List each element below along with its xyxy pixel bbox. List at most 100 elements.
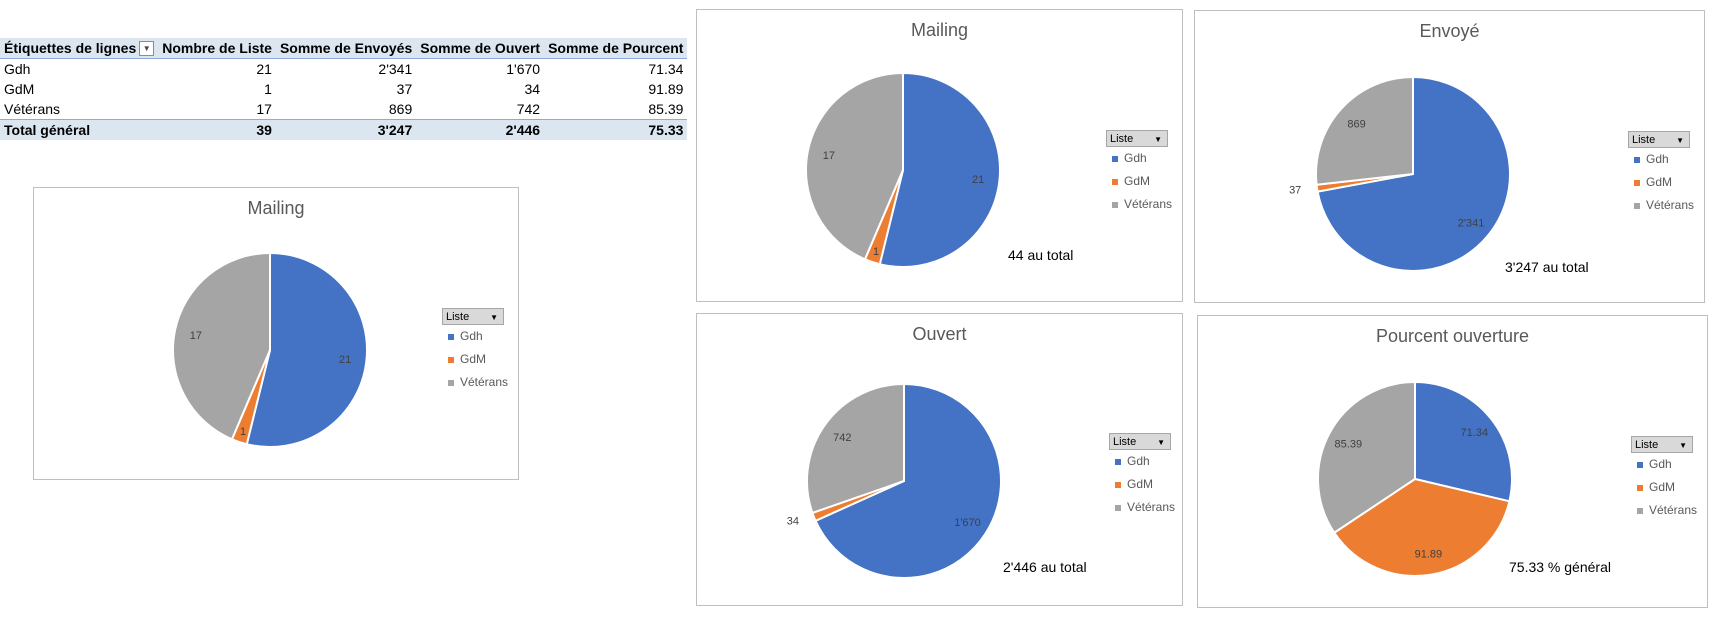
legend: Liste ▼ Gdh GdM Vétérans bbox=[1109, 433, 1175, 519]
pie-chart[interactable]: Mailing 21 1 17 Liste ▼ Gdh GdM Vétérans bbox=[33, 187, 519, 480]
legend-item[interactable]: GdM bbox=[1628, 171, 1694, 194]
legend-item[interactable]: GdM bbox=[1631, 476, 1697, 499]
pivot-cell[interactable]: 2'446 bbox=[505, 122, 541, 138]
chart-title: Envoyé bbox=[1419, 21, 1480, 41]
legend-item[interactable]: GdM bbox=[442, 348, 508, 371]
legend: Liste ▼ Gdh GdM Vétérans bbox=[1106, 130, 1172, 216]
legend-item[interactable]: Vétérans bbox=[1631, 499, 1697, 522]
legend-item[interactable]: Gdh bbox=[442, 325, 508, 348]
pivot-cell[interactable]: 75.33 bbox=[648, 122, 684, 138]
legend-item[interactable]: GdM bbox=[1106, 170, 1172, 193]
pivot-cell[interactable]: 71.34 bbox=[648, 61, 684, 77]
pivot-cell[interactable]: GdM bbox=[4, 81, 35, 97]
legend-header-label: Liste bbox=[1110, 133, 1134, 145]
pie-slice-gdm[interactable] bbox=[1332, 477, 1511, 577]
legend-header-label: Liste bbox=[1113, 436, 1137, 448]
pie-chart[interactable]: Mailing 21 1 17 Liste ▼ Gdh GdM Vétérans 44 au to… bbox=[696, 9, 1183, 302]
data-label: 21 bbox=[339, 354, 351, 366]
legend-filter-button[interactable]: Liste ▼ bbox=[1109, 433, 1171, 450]
pie-svg: 21 1 17 bbox=[171, 251, 368, 448]
pie-slice-vétérans[interactable] bbox=[806, 382, 905, 515]
pie-slice-gdh[interactable] bbox=[1414, 380, 1513, 503]
pivot-cell[interactable]: 85.39 bbox=[648, 101, 684, 117]
pivot-cell[interactable]: Total général bbox=[4, 122, 91, 138]
legend-label: GdM bbox=[460, 352, 487, 366]
pivot-header-opened[interactable]: Somme de Ouvert bbox=[420, 40, 541, 56]
legend-filter-button[interactable]: Liste ▼ bbox=[1631, 436, 1693, 453]
pie-slice-vétérans[interactable] bbox=[1317, 380, 1416, 535]
chart-title: Ouvert bbox=[912, 324, 967, 344]
legend-item[interactable]: Vétérans bbox=[1628, 194, 1694, 217]
legend-label: Gdh bbox=[1124, 151, 1147, 165]
legend-item[interactable]: Gdh bbox=[1631, 453, 1697, 476]
legend-item[interactable]: Vétérans bbox=[1106, 193, 1172, 216]
legend-item[interactable]: Vétérans bbox=[1109, 496, 1175, 519]
total-row: Total général 39 3'247 2'446 75.33 bbox=[0, 119, 688, 140]
legend-filter-button[interactable]: Liste ▼ bbox=[1106, 130, 1168, 147]
legend-label: Gdh bbox=[1646, 152, 1669, 166]
legend-item[interactable]: Vétérans bbox=[442, 371, 508, 394]
pivot-header-row-labels[interactable]: Étiquettes de lignes ▼ bbox=[0, 38, 158, 59]
pie-slice-gdh[interactable] bbox=[245, 251, 368, 448]
legend-item[interactable]: Gdh bbox=[1628, 148, 1694, 171]
legend-swatch bbox=[1112, 201, 1118, 208]
pie-slice-vétérans[interactable] bbox=[171, 251, 271, 441]
legend: Liste ▼ Gdh GdM Vétérans bbox=[1631, 436, 1697, 522]
pie-slice-vétérans[interactable] bbox=[804, 71, 904, 261]
legend-label: GdM bbox=[1649, 480, 1676, 494]
pivot-cell[interactable]: Vétérans bbox=[4, 101, 61, 117]
legend-filter-button[interactable]: Liste ▼ bbox=[1628, 131, 1690, 148]
pivot-cell[interactable]: 742 bbox=[516, 101, 541, 117]
pivot-cell[interactable]: 39 bbox=[256, 122, 272, 138]
data-label: 21 bbox=[972, 174, 984, 186]
pivot-cell[interactable]: Gdh bbox=[4, 61, 31, 77]
pie-slice-vétérans[interactable] bbox=[1315, 75, 1414, 186]
pivot-header-percent[interactable]: Somme de Pourcent bbox=[548, 40, 684, 56]
legend-label: GdM bbox=[1124, 174, 1151, 188]
data-label: 742 bbox=[833, 432, 851, 444]
pivot-cell[interactable]: 91.89 bbox=[648, 81, 684, 97]
legend-item[interactable]: Gdh bbox=[1106, 147, 1172, 170]
pivot-cell[interactable]: 34 bbox=[524, 81, 541, 97]
data-label: 869 bbox=[1347, 119, 1365, 131]
legend: Liste ▼ Gdh GdM Vétérans bbox=[442, 308, 508, 394]
legend-filter-button[interactable]: Liste ▼ bbox=[442, 308, 504, 325]
chart-total-note: 75.33 % général bbox=[1509, 559, 1611, 575]
legend-item[interactable]: GdM bbox=[1109, 473, 1175, 496]
legend-label: Vétérans bbox=[460, 375, 509, 389]
pivot-cell[interactable]: 21 bbox=[256, 61, 272, 77]
pivot-cell[interactable]: 1 bbox=[264, 81, 272, 97]
chart-title: Pourcent ouverture bbox=[1375, 326, 1530, 346]
pie-chart[interactable]: Envoyé 2'341 37 869 Liste ▼ Gdh GdM Vétérans 3'24… bbox=[1194, 10, 1705, 303]
pivot-cell[interactable]: 2'341 bbox=[378, 61, 413, 77]
legend: Liste ▼ Gdh GdM Vétérans bbox=[1628, 131, 1694, 217]
chevron-down-icon: ▼ bbox=[1676, 136, 1684, 145]
data-label: 1 bbox=[873, 246, 879, 258]
table-row: Gdh 21 2'341 1'670 71.34 bbox=[0, 59, 687, 80]
pie-svg: 71.34 91.89 85.39 bbox=[1317, 380, 1513, 577]
legend-label: Vétérans bbox=[1127, 500, 1176, 514]
chevron-down-icon: ▼ bbox=[1157, 438, 1165, 447]
data-label: 2'341 bbox=[1458, 217, 1485, 229]
pie-chart[interactable]: Pourcent ouverture 71.34 91.89 85.39 Liste ▼ G… bbox=[1197, 315, 1708, 608]
legend-swatch bbox=[1637, 484, 1643, 491]
legend-header-label: Liste bbox=[1632, 134, 1656, 146]
filter-dropdown-icon[interactable]: ▼ bbox=[139, 41, 155, 57]
legend-swatch bbox=[1637, 507, 1643, 514]
legend-swatch bbox=[448, 379, 454, 386]
pie-chart[interactable]: Ouvert 1'670 34 742 Liste ▼ Gdh GdM Vétérans 2'44… bbox=[696, 313, 1183, 606]
legend-swatch bbox=[1112, 155, 1118, 162]
pivot-cell[interactable]: 17 bbox=[256, 101, 272, 117]
pie-slice-gdh[interactable] bbox=[814, 382, 1002, 579]
pivot-cell[interactable]: 869 bbox=[388, 101, 413, 117]
pivot-cell[interactable]: 37 bbox=[396, 81, 413, 97]
pivot-cell[interactable]: 3'247 bbox=[377, 122, 413, 138]
data-label: 85.39 bbox=[1335, 438, 1363, 450]
pivot-header-sent[interactable]: Somme de Envoyés bbox=[279, 40, 413, 56]
table-row: Vétérans 17 869 742 85.39 bbox=[0, 99, 687, 120]
pivot-cell[interactable]: 1'670 bbox=[506, 61, 541, 77]
legend-swatch bbox=[1634, 156, 1640, 163]
legend-item[interactable]: Gdh bbox=[1109, 450, 1175, 473]
pie-slice-gdh[interactable] bbox=[878, 71, 1001, 268]
pivot-header-count[interactable]: Nombre de Liste bbox=[162, 40, 272, 56]
